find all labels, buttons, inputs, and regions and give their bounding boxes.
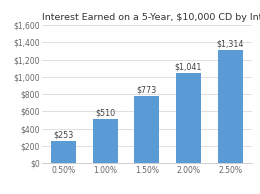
Text: Interest Earned on a 5-Year, $10,000 CD by Interest Rate: Interest Earned on a 5-Year, $10,000 CD … <box>42 13 260 22</box>
Bar <box>134 96 159 163</box>
Text: $1,041: $1,041 <box>175 63 202 72</box>
Text: $773: $773 <box>137 86 157 95</box>
Text: $510: $510 <box>95 108 115 117</box>
Text: $1,314: $1,314 <box>217 39 244 48</box>
Bar <box>176 73 201 163</box>
Text: $253: $253 <box>54 130 74 139</box>
Bar <box>218 50 243 163</box>
Bar <box>51 141 76 163</box>
Bar <box>93 119 118 163</box>
